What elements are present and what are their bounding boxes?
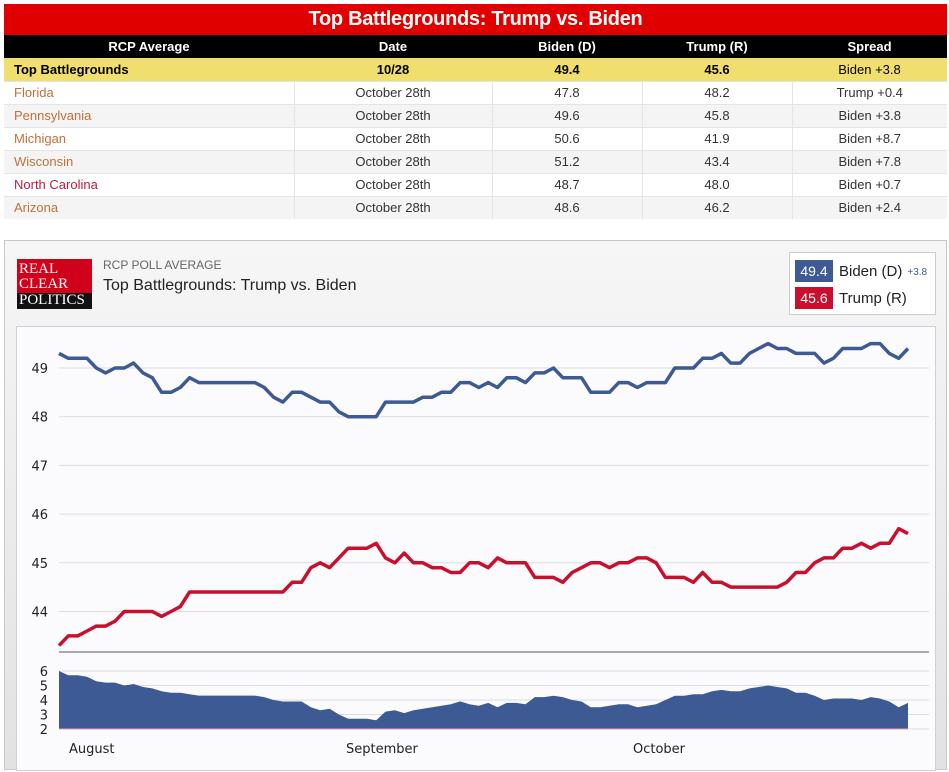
average-row[interactable]: Top Battlegrounds 10/28 49.4 45.6 Biden … bbox=[4, 58, 947, 81]
state-link-florida[interactable]: Florida bbox=[4, 80, 295, 104]
table-row: North Carolina October 28th 48.7 48.0 Bi… bbox=[4, 172, 947, 196]
row-spread: Biden +7.8 bbox=[792, 149, 947, 173]
table-header-row: RCP Average Date Biden (D) Trump (R) Spr… bbox=[4, 35, 947, 58]
row-trump: 41.9 bbox=[642, 126, 793, 150]
logo-text-real: REAL bbox=[19, 261, 59, 277]
row-trump: 48.2 bbox=[642, 80, 793, 104]
battleground-table: Top Battlegrounds: Trump vs. Biden RCP A… bbox=[4, 4, 947, 219]
chart-card: REAL CLEAR POLITICS RCP POLL AVERAGE Top… bbox=[4, 240, 947, 771]
plot-frame: 44 45 46 47 48 49 2 3 4 5 6 August September October bbox=[16, 326, 936, 771]
x-tick-label: September bbox=[346, 742, 419, 757]
row-biden: 49.6 bbox=[492, 103, 643, 127]
spread-tick-label: 5 bbox=[40, 680, 48, 695]
spread-area bbox=[59, 671, 908, 729]
average-date: 10/28 bbox=[294, 58, 492, 81]
legend-biden-spread: +3.8 bbox=[907, 267, 928, 278]
table-row: Arizona October 28th 48.6 46.2 Biden +2.… bbox=[4, 195, 947, 219]
logo-text-clear: CLEAR bbox=[19, 276, 69, 292]
logo-red-block bbox=[17, 259, 92, 295]
col-header-biden: Biden (D) bbox=[492, 35, 642, 58]
y-tick-label: 44 bbox=[31, 606, 48, 621]
spread-tick-label: 4 bbox=[40, 694, 48, 709]
logo-text-politics: POLITICS bbox=[19, 292, 85, 308]
col-header-trump: Trump (R) bbox=[642, 35, 792, 58]
row-spread: Biden +3.8 bbox=[792, 103, 947, 127]
legend-trump-name: Trump (R) bbox=[839, 289, 907, 307]
table-row: Wisconsin October 28th 51.2 43.4 Biden +… bbox=[4, 149, 947, 173]
row-spread: Trump +0.4 bbox=[792, 80, 947, 104]
average-trump: 45.6 bbox=[642, 58, 792, 81]
row-spread: Biden +2.4 bbox=[792, 195, 947, 219]
table-title: Top Battlegrounds: Trump vs. Biden bbox=[4, 4, 947, 35]
legend-item-biden[interactable]: 49.4 Biden (D) +3.8 bbox=[795, 260, 927, 282]
row-biden: 48.6 bbox=[492, 195, 643, 219]
state-link-pennsylvania[interactable]: Pennsylvania bbox=[4, 103, 295, 127]
x-tick-label: August bbox=[69, 742, 115, 757]
spread-tick-label: 3 bbox=[40, 709, 48, 724]
logo-black-block bbox=[17, 293, 92, 309]
row-spread: Biden +0.7 bbox=[792, 172, 947, 196]
y-tick-label: 46 bbox=[31, 508, 48, 523]
legend-biden-name: Biden (D) bbox=[839, 262, 903, 280]
row-biden: 51.2 bbox=[492, 149, 643, 173]
row-spread: Biden +8.7 bbox=[792, 126, 947, 150]
average-name[interactable]: Top Battlegrounds bbox=[4, 58, 294, 81]
row-date: October 28th bbox=[294, 126, 493, 150]
row-date: October 28th bbox=[294, 149, 493, 173]
y-tick-label: 49 bbox=[31, 362, 48, 377]
legend-trump-value: 45.6 bbox=[795, 287, 833, 309]
row-trump: 46.2 bbox=[642, 195, 793, 219]
row-biden: 48.7 bbox=[492, 172, 643, 196]
average-spread: Biden +3.8 bbox=[792, 58, 947, 81]
chart-title: Top Battlegrounds: Trump vs. Biden bbox=[103, 277, 357, 294]
row-biden: 47.8 bbox=[492, 80, 643, 104]
row-trump: 45.8 bbox=[642, 103, 793, 127]
chart-kicker: RCP POLL AVERAGE bbox=[103, 258, 222, 272]
state-link-north-carolina[interactable]: North Carolina bbox=[4, 172, 295, 196]
table-row: Michigan October 28th 50.6 41.9 Biden +8… bbox=[4, 126, 947, 150]
state-link-wisconsin[interactable]: Wisconsin bbox=[4, 149, 295, 173]
rcp-logo[interactable]: REAL CLEAR POLITICS bbox=[17, 259, 92, 309]
col-header-spread: Spread bbox=[792, 35, 947, 58]
row-date: October 28th bbox=[294, 172, 493, 196]
state-link-arizona[interactable]: Arizona bbox=[4, 195, 295, 219]
legend-item-trump[interactable]: 45.6 Trump (R) bbox=[795, 287, 907, 309]
row-date: October 28th bbox=[294, 195, 493, 219]
legend-biden-value: 49.4 bbox=[795, 260, 833, 282]
state-link-michigan[interactable]: Michigan bbox=[4, 126, 295, 150]
spread-tick-label: 2 bbox=[40, 723, 48, 738]
y-tick-label: 48 bbox=[31, 411, 48, 426]
row-biden: 50.6 bbox=[492, 126, 643, 150]
spread-tick-label: 6 bbox=[40, 665, 48, 680]
row-trump: 48.0 bbox=[642, 172, 793, 196]
y-tick-label: 45 bbox=[31, 557, 48, 572]
row-trump: 43.4 bbox=[642, 149, 793, 173]
series-line-biden bbox=[58, 341, 910, 419]
chart-legend: 49.4 Biden (D) +3.8 45.6 Trump (R) bbox=[789, 252, 936, 315]
row-date: October 28th bbox=[294, 103, 493, 127]
col-header-date: Date bbox=[294, 35, 492, 58]
col-header-rcp-average: RCP Average bbox=[4, 35, 294, 58]
series-line-trump bbox=[57, 526, 909, 647]
average-biden: 49.4 bbox=[492, 58, 642, 81]
x-tick-label: October bbox=[633, 742, 686, 757]
y-tick-label: 47 bbox=[31, 459, 48, 474]
row-date: October 28th bbox=[294, 80, 493, 104]
table-row: Florida October 28th 47.8 48.2 Trump +0.… bbox=[4, 80, 947, 104]
table-row: Pennsylvania October 28th 49.6 45.8 Bide… bbox=[4, 103, 947, 127]
